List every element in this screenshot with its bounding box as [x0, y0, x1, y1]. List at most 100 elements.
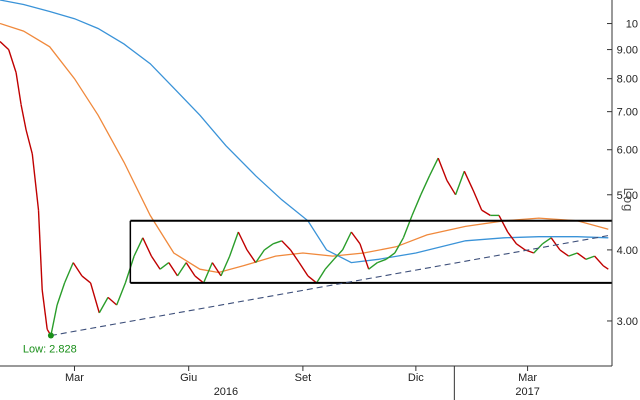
moving-average-line-2: [0, 0, 609, 264]
price-segment: [576, 252, 587, 260]
price-segment: [298, 262, 309, 277]
price-segment: [428, 157, 439, 177]
log-scale-label: Log: [621, 188, 636, 213]
price-segment: [437, 157, 448, 181]
low-point-marker: [47, 332, 54, 339]
price-segment: [25, 129, 33, 155]
price-segment: [246, 249, 257, 263]
y-tick-label: 4.00: [617, 245, 638, 257]
price-segment: [368, 262, 378, 270]
y-tick-label: 5.00: [617, 190, 638, 202]
price-segment: [602, 265, 609, 270]
y-tick-label: 6.00: [617, 145, 638, 157]
price-segment: [420, 175, 431, 196]
price-segment: [272, 240, 283, 245]
price-segment: [211, 262, 222, 277]
price-segment: [594, 255, 604, 267]
price-segment: [463, 170, 474, 191]
price-segment: [194, 275, 205, 284]
x-month-label: Giu: [180, 372, 197, 384]
price-segment: [263, 243, 274, 251]
price-segment: [350, 231, 361, 245]
y-tick-label: 8.00: [617, 74, 638, 86]
price-segment: [550, 237, 561, 251]
price-segment: [568, 252, 578, 257]
price-segment: [289, 249, 300, 263]
y-axis-ticks: 3.00 4.00 5.00 6.00 7.00 8.00 9.00 10: [607, 19, 638, 328]
y-tick-label: 7.00: [617, 107, 638, 119]
moving-averages: [0, 0, 609, 274]
price-line-group: [0, 40, 609, 336]
price-segment: [159, 262, 170, 270]
price-segment: [341, 231, 352, 251]
price-segment: [402, 215, 413, 239]
price-segment: [37, 210, 43, 291]
price-segment: [150, 255, 161, 270]
trendline-group: [50, 234, 613, 337]
price-segment: [50, 304, 58, 336]
price-segment: [255, 249, 265, 263]
price-segment: [31, 153, 40, 211]
price-segment: [237, 231, 248, 251]
price-segment: [229, 231, 239, 257]
price-segment: [41, 289, 48, 330]
price-segment: [8, 49, 17, 73]
price-segment: [202, 262, 213, 284]
price-segment: [359, 243, 370, 270]
price-segment: [324, 258, 335, 270]
price-segment: [15, 72, 22, 105]
range-box-group: [129, 219, 612, 284]
price-segment: [507, 231, 517, 245]
price-segment: [133, 237, 144, 257]
x-month-label: Dic: [408, 372, 424, 384]
price-segment: [559, 249, 570, 257]
support-trendline: [50, 234, 613, 337]
price-segment: [220, 255, 231, 277]
y-tick-label: 3.00: [617, 316, 638, 328]
price-segment: [107, 296, 118, 306]
price-segment: [176, 262, 187, 277]
price-segment: [446, 180, 457, 196]
y-tick-label: 10: [626, 19, 638, 31]
price-segment: [498, 215, 509, 233]
price-segment: [168, 262, 179, 277]
price-segment: [333, 249, 344, 260]
price-segment: [542, 237, 552, 245]
price-segment: [481, 209, 491, 216]
price-segment: [377, 258, 387, 264]
price-segment: [307, 275, 318, 284]
price-segment: [81, 275, 92, 284]
price-segment: [316, 268, 326, 284]
price-segment: [385, 252, 396, 260]
price-segment: [116, 282, 127, 306]
price-segment: [411, 194, 422, 216]
price-segment: [0, 40, 10, 51]
x-month-label: Set: [295, 372, 312, 384]
price-segment: [515, 243, 526, 251]
y-tick-label: 9.00: [617, 45, 638, 57]
price-segment: [98, 297, 109, 314]
x-month-label: Mar: [65, 372, 84, 384]
price-segment: [56, 282, 66, 306]
price-segment: [20, 104, 27, 131]
low-annotation-label: Low: 2.828: [23, 344, 77, 356]
price-segment: [281, 240, 292, 251]
price-segment: [185, 262, 196, 277]
price-segment: [63, 262, 74, 284]
price-segment: [585, 255, 595, 260]
x-month-label: Mar: [518, 372, 537, 384]
low-annotation-group: Low: 2.828: [23, 332, 77, 356]
price-segment: [142, 237, 153, 257]
price-segment: [89, 282, 100, 314]
moving-average-line-1: [0, 22, 609, 274]
price-segment: [472, 189, 483, 211]
price-segment: [454, 170, 465, 196]
x-year-label: 2017: [515, 386, 539, 398]
price-segment: [394, 237, 405, 254]
price-segment: [72, 262, 83, 277]
plot-background: [0, 0, 612, 366]
x-year-label: 2016: [214, 386, 238, 398]
x-axis-ticks: Mar Giu Set Dic Mar 2016 2017: [65, 366, 540, 400]
